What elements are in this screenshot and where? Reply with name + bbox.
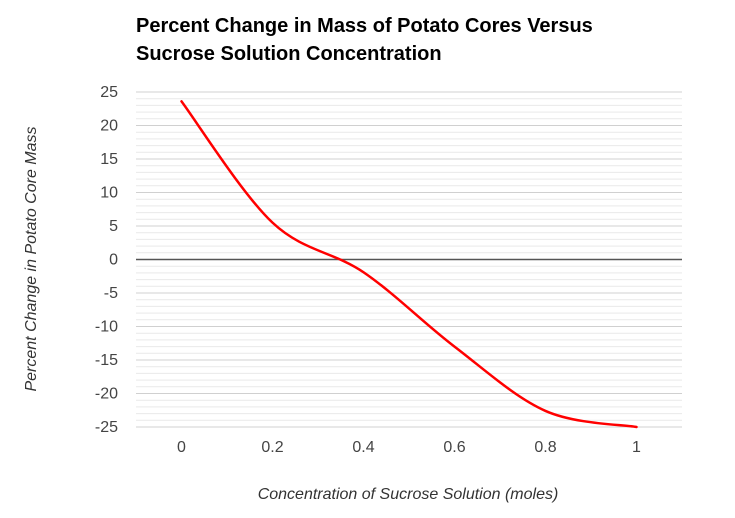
x-tick-label: 0.6	[443, 439, 465, 456]
chart-title-line-1: Percent Change in Mass of Potato Cores V…	[136, 15, 593, 37]
y-tick-label: -5	[104, 285, 118, 302]
x-tick-label: 1	[632, 439, 641, 456]
x-axis-tick-labels: 0 0.2 0.4 0.6 0.8 1	[177, 439, 641, 456]
y-tick-label: -20	[95, 386, 118, 403]
chart-title-line-2: Sucrose Solution Concentration	[136, 43, 442, 65]
y-tick-label: 5	[109, 218, 118, 235]
grid-lines	[136, 91, 682, 428]
y-tick-label: 25	[100, 84, 118, 101]
series-line	[180, 100, 638, 429]
x-axis-title: Concentration of Sucrose Solution (moles…	[258, 486, 559, 503]
y-tick-label: 20	[100, 118, 118, 135]
series-lines	[180, 100, 638, 429]
y-axis-tick-labels: 25 20 15 10 5 0 -5 -10 -15 -20 -25	[95, 84, 118, 436]
y-tick-label: 0	[109, 252, 118, 269]
y-tick-label: -15	[95, 352, 118, 369]
y-tick-label: 15	[100, 151, 118, 168]
y-tick-label: 10	[100, 185, 118, 202]
y-axis-title: Percent Change in Potato Core Mass	[23, 126, 40, 391]
y-tick-label: -10	[95, 319, 118, 336]
y-tick-label: -25	[95, 419, 118, 436]
x-tick-label: 0.8	[534, 439, 556, 456]
x-tick-label: 0	[177, 439, 186, 456]
x-tick-label: 0.2	[261, 439, 283, 456]
x-tick-label: 0.4	[352, 439, 374, 456]
